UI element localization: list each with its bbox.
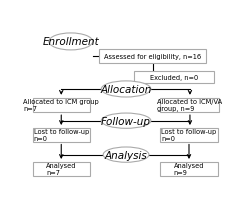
Ellipse shape — [103, 147, 149, 162]
Text: Excluded, n=0: Excluded, n=0 — [150, 75, 198, 81]
Text: Analysed
n=7: Analysed n=7 — [46, 162, 77, 175]
Text: Follow-up: Follow-up — [101, 116, 151, 126]
FancyBboxPatch shape — [134, 72, 214, 84]
FancyBboxPatch shape — [160, 162, 218, 176]
Ellipse shape — [101, 81, 151, 98]
Text: Analysis: Analysis — [105, 150, 147, 160]
FancyBboxPatch shape — [99, 50, 206, 63]
Text: Lost to follow-up
n=0: Lost to follow-up n=0 — [34, 129, 89, 142]
FancyBboxPatch shape — [160, 98, 219, 113]
Text: Analysed
n=9: Analysed n=9 — [174, 162, 204, 175]
Text: Lost to follow-up
n=0: Lost to follow-up n=0 — [161, 129, 217, 142]
Ellipse shape — [101, 113, 151, 129]
FancyBboxPatch shape — [33, 98, 90, 113]
Text: Allocated to ICM/VA
group, n=9: Allocated to ICM/VA group, n=9 — [157, 99, 222, 112]
FancyBboxPatch shape — [33, 128, 90, 142]
Text: Allocation: Allocation — [100, 84, 152, 94]
Text: Assessed for eligibility, n=16: Assessed for eligibility, n=16 — [104, 53, 201, 59]
Text: Allocated to ICM group
n=7: Allocated to ICM group n=7 — [23, 99, 99, 112]
Text: Enrollment: Enrollment — [42, 37, 99, 47]
Ellipse shape — [49, 34, 93, 51]
FancyBboxPatch shape — [160, 128, 218, 142]
FancyBboxPatch shape — [33, 162, 90, 176]
